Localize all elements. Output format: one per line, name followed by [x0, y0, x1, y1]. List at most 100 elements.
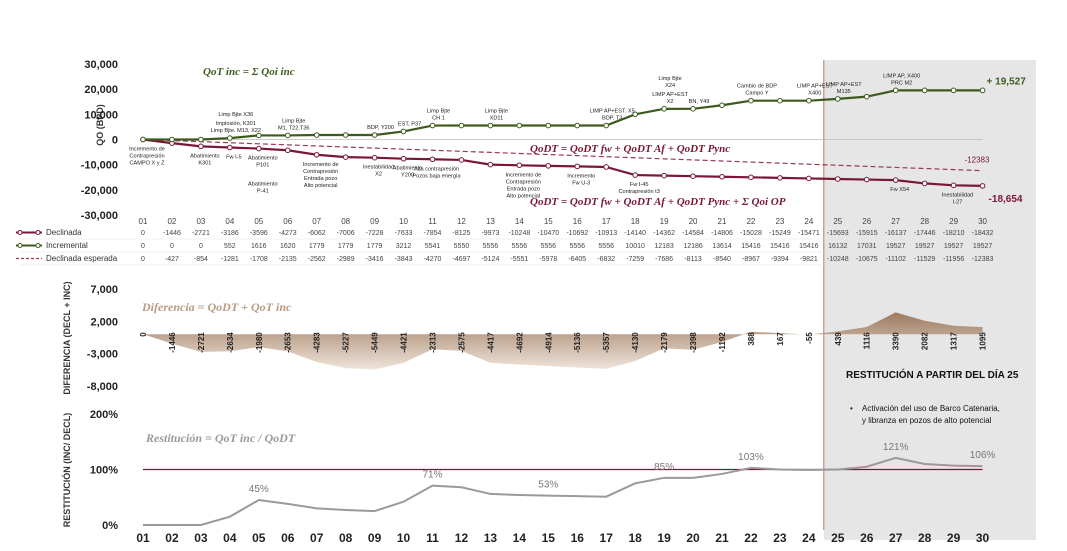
event-annotation: Y200 — [401, 173, 414, 179]
difference-value-label: -1192 — [718, 332, 727, 353]
table-cell: -14584 — [682, 230, 704, 237]
incremental-point — [921, 87, 928, 94]
event-annotation: Contrapresión — [506, 179, 541, 185]
difference-y-tick-label: 2,000 — [90, 316, 118, 328]
table-row-label: Incremental — [46, 241, 88, 250]
restitution-note-bullet-2: y libranza en pozos de alto potencial — [862, 416, 992, 425]
event-annotation: Limp Bjte X36 — [218, 112, 253, 118]
table-cell: -8540 — [713, 256, 731, 263]
event-annotation: X24 — [665, 83, 675, 89]
production-y-tick-label: 30,000 — [84, 59, 118, 71]
table-cell: 19527 — [944, 243, 964, 250]
difference-y-tick-label: 7,000 — [90, 284, 118, 296]
table-cell: -5124 — [481, 256, 499, 263]
incremental-point — [632, 111, 638, 118]
difference-value-label: -4421 — [400, 332, 409, 353]
x-tick-label: 10 — [397, 531, 411, 545]
event-annotation: CAMPO X y Z — [129, 161, 165, 167]
table-cell: -427 — [165, 256, 179, 263]
table-cell: -11529 — [914, 256, 935, 263]
table-cell: -4270 — [424, 256, 442, 263]
restitution-value-label: 71% — [422, 470, 442, 481]
table-day-header: 30 — [978, 217, 987, 226]
declinada-point — [892, 177, 899, 183]
event-annotation: P101 — [256, 163, 269, 169]
x-tick-label: 02 — [165, 531, 179, 545]
event-annotation: Implosión, K301 — [216, 121, 256, 127]
event-annotation: Incremento de — [303, 162, 339, 168]
declinada-point — [719, 173, 725, 180]
formula-incremental: QoT inc = Σ Qoi inc — [203, 66, 295, 78]
difference-value-label: 3390 — [892, 332, 901, 350]
incremental-point — [979, 87, 986, 94]
table-day-header: 24 — [804, 217, 813, 226]
event-annotation: X400 — [808, 91, 821, 97]
incremental-point — [284, 132, 291, 139]
production-y-tick-label: 0 — [112, 135, 118, 147]
table-cell: -15915 — [856, 230, 878, 237]
table-day-header: 28 — [920, 217, 929, 226]
table-cell: -16137 — [885, 230, 907, 237]
x-tick-label: 19 — [657, 531, 671, 545]
table-cell: -14362 — [653, 230, 675, 237]
incremental-point — [313, 132, 320, 138]
table-cell: -10470 — [537, 230, 559, 237]
declinada-point — [198, 143, 204, 150]
event-annotation: Campo Y — [745, 91, 768, 97]
event-annotation: Contrapresión — [129, 154, 164, 160]
restitution-value-label: 53% — [538, 480, 558, 491]
declinada-point — [979, 183, 986, 189]
table-day-header: 04 — [225, 217, 234, 226]
declinada-point — [545, 163, 552, 169]
declinada-point — [661, 172, 667, 179]
table-day-header: 02 — [167, 217, 176, 226]
difference-value-label: -2653 — [284, 332, 293, 353]
table-cell: 15416 — [770, 243, 790, 250]
event-annotation: LIMP AP, X400 — [883, 73, 920, 79]
table-cell: 0 — [141, 243, 145, 250]
declinada-point — [227, 144, 233, 151]
table-cell: -6405 — [568, 256, 586, 263]
difference-chart: DIFERENCIA (DECL + INC) 7,000 2,000 -3,000… — [62, 281, 988, 394]
incremental-point — [892, 87, 899, 94]
event-annotation: LIMP AP+EST — [797, 84, 833, 90]
difference-value-label: 167 — [776, 332, 785, 346]
x-tick-label: 21 — [715, 531, 729, 545]
event-annotation: LIMP AP+EST — [652, 92, 688, 98]
data-table: 01 02 03 04 05 06 07 08 09 10 11 12 13 14 15 16 17 18 19 20… — [16, 217, 1030, 266]
declinada-point — [574, 163, 581, 170]
table-cell: -5551 — [510, 256, 528, 263]
event-annotation: XD11 — [490, 116, 504, 122]
event-annotation: Incremento — [567, 173, 595, 179]
difference-value-label: 2082 — [921, 332, 930, 350]
table-cell: 552 — [224, 243, 236, 250]
difference-value-label: -1980 — [255, 332, 264, 353]
esperada-end-label: -12383 — [965, 156, 990, 165]
incremental-point — [661, 106, 667, 112]
restitution-note: RESTITUCIÓN A PARTIR DEL DÍA 25 • Activa… — [846, 368, 1019, 425]
table-cell: -5978 — [539, 256, 557, 263]
table-cell: 13614 — [712, 243, 732, 250]
table-cell: -10692 — [566, 230, 588, 237]
incremental-point — [342, 132, 349, 138]
event-annotation: Inestabilidad — [363, 165, 394, 171]
difference-value-label: -55 — [805, 332, 814, 344]
difference-value-label: 439 — [834, 332, 843, 346]
series-restitucion — [143, 456, 983, 526]
event-annotation: Limp Bjte. M13, X22 — [211, 128, 261, 134]
x-tick-label: 30 — [976, 531, 990, 545]
x-tick-label: 24 — [802, 531, 816, 545]
table-day-header: 16 — [573, 217, 582, 226]
event-annotation: K301 — [198, 160, 211, 166]
event-annotation: Abatimiento — [248, 182, 278, 188]
table-cell: -17446 — [914, 230, 936, 237]
declinada-point — [748, 174, 754, 181]
series-declinada-esperada — [142, 138, 983, 172]
x-tick-label: 18 — [628, 531, 642, 545]
difference-value-label: -2313 — [429, 332, 438, 353]
table-cell: -4273 — [279, 230, 297, 237]
x-tick-label: 23 — [773, 531, 787, 545]
table-cell: -8967 — [742, 256, 760, 263]
difference-chart-y-axis-label: DIFERENCIA (DECL + INC) — [62, 281, 72, 394]
